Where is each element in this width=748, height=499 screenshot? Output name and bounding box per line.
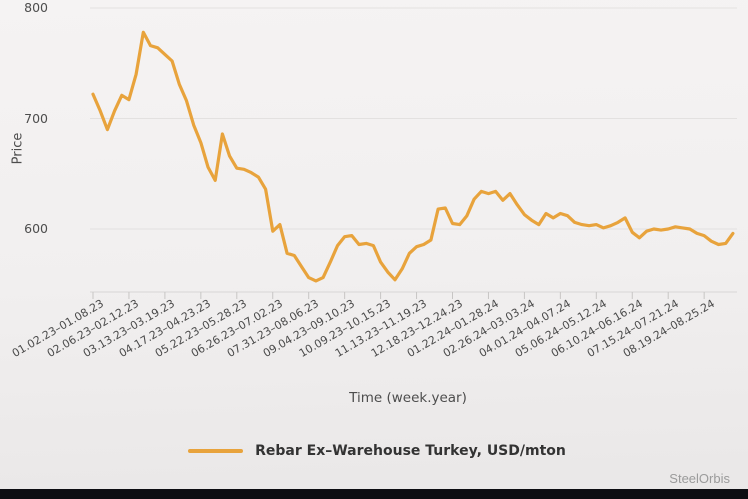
y-axis-title: Price: [10, 132, 26, 165]
steelorbis-watermark: SteelOrbis: [669, 471, 730, 486]
legend-label: Rebar Ex–Warehouse Turkey, USD/mton: [255, 443, 566, 459]
price-line-chart: [90, 7, 737, 299]
y-tick-label: 800: [24, 0, 48, 15]
bottom-bar: [0, 489, 748, 499]
legend-line-swatch: [188, 449, 244, 453]
legend: Rebar Ex–Warehouse Turkey, USD/mton: [0, 443, 748, 459]
y-tick-label: 600: [24, 221, 48, 236]
y-tick-label: 700: [24, 110, 48, 126]
x-axis-title: Time (week.year): [349, 390, 467, 406]
price-line-series: [91, 30, 735, 283]
